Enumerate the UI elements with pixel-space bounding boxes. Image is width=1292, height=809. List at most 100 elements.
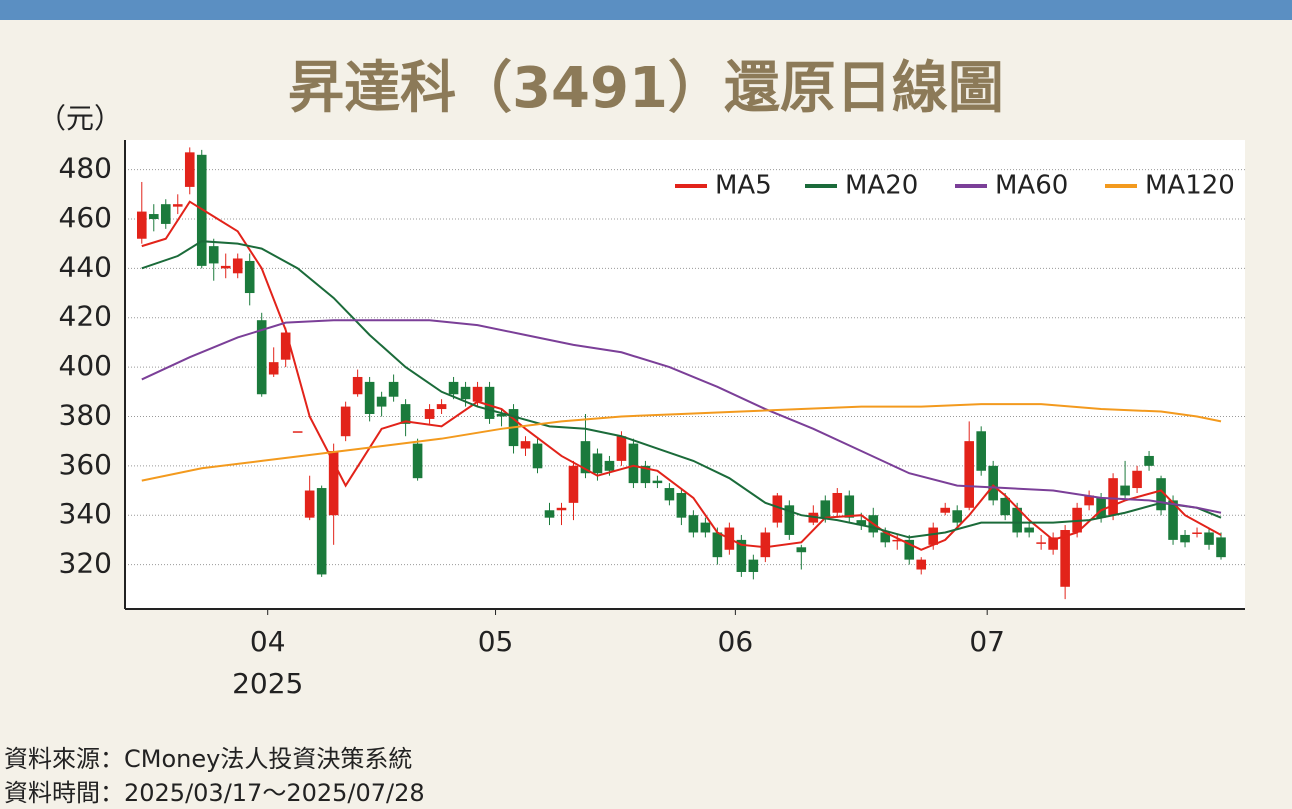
candle-body <box>436 404 447 410</box>
candle-body <box>760 532 771 558</box>
candle-body <box>964 441 974 508</box>
candle-body <box>796 547 807 553</box>
candle-body <box>280 332 291 360</box>
top-bar <box>0 0 1292 20</box>
candle-body <box>688 515 699 533</box>
legend-label: MA120 <box>1145 171 1235 201</box>
candle-body <box>328 451 339 516</box>
candle-body <box>604 460 615 471</box>
candle-body <box>220 265 231 269</box>
y-tick-label: 440 <box>59 250 112 283</box>
candle-body <box>148 214 159 219</box>
source: 資料來源：CMoney法人投資決策系統 <box>4 745 412 773</box>
ma-line <box>141 319 1222 514</box>
candle-body <box>904 539 915 560</box>
y-tick-label: 420 <box>59 300 112 333</box>
candle-body <box>460 386 471 400</box>
candle-body <box>472 386 483 402</box>
candle-body <box>1012 507 1022 533</box>
y-tick-label: 380 <box>59 398 112 431</box>
candle-body <box>844 495 855 518</box>
candle-body <box>484 386 495 419</box>
legend-label: MA5 <box>715 171 772 201</box>
candle-body <box>580 441 591 474</box>
candle-body <box>232 258 243 274</box>
candle-body <box>772 495 783 523</box>
y-axis-label: （元） <box>38 102 122 135</box>
candle-body <box>292 431 303 433</box>
candle-body <box>940 507 951 513</box>
candle-body <box>1168 500 1178 540</box>
chart-title: 昇達科（3491）還原日線圖 <box>288 56 1004 121</box>
candle-body <box>244 260 255 294</box>
candle-body <box>676 492 687 518</box>
x-tick-label: 04 <box>250 625 286 658</box>
candle-body <box>1024 527 1034 533</box>
x-tick-label: 07 <box>969 625 1005 658</box>
candle-body <box>976 431 986 471</box>
candle-body <box>1096 497 1106 518</box>
candle-body <box>1156 478 1166 511</box>
candle-body <box>1204 532 1214 545</box>
y-tick-label: 340 <box>59 497 112 530</box>
candle-body <box>700 522 711 533</box>
candle-body <box>1084 495 1094 506</box>
candle-body <box>352 376 363 395</box>
candle-body <box>1108 478 1118 516</box>
candle-body <box>256 320 267 395</box>
candle-body <box>556 507 567 511</box>
candle-body <box>424 409 435 419</box>
y-tick-label: 320 <box>59 547 112 580</box>
candle-body <box>628 443 639 484</box>
candle-body <box>532 443 543 469</box>
candle-body <box>784 505 795 535</box>
candle-body <box>340 406 351 437</box>
candle-body <box>1192 532 1202 534</box>
candle-body <box>376 396 387 407</box>
candle-body <box>172 204 183 207</box>
candle-body <box>1000 497 1010 516</box>
x-tick-label: 05 <box>478 625 514 658</box>
candle-body <box>916 559 927 570</box>
candle-body <box>1180 534 1190 543</box>
candle-body <box>1060 530 1070 587</box>
candle-body <box>832 492 843 513</box>
candle-body <box>1036 542 1046 544</box>
ma-line <box>141 240 1222 539</box>
candle-body <box>160 204 171 224</box>
candle-body <box>412 443 423 479</box>
candle-body <box>316 488 327 575</box>
candle-body <box>712 532 723 558</box>
candle-body <box>364 381 375 414</box>
candle-body <box>496 413 507 417</box>
candle-body <box>592 453 603 474</box>
candle-body <box>880 532 891 543</box>
candle-body <box>1048 537 1058 550</box>
candle-body <box>988 465 998 501</box>
candle-body <box>400 404 411 424</box>
candle-body <box>388 381 399 397</box>
candle-body <box>196 154 207 266</box>
candle-body <box>544 510 555 518</box>
candle-body <box>892 539 903 542</box>
candle-body <box>1144 455 1154 466</box>
candle-body <box>184 152 195 187</box>
candle-body <box>268 362 279 375</box>
ma-line <box>141 200 1222 551</box>
candle-body <box>952 510 963 523</box>
period: 資料時間：2025/03/17～2025/07/28 <box>4 779 425 807</box>
candle-body <box>652 480 663 484</box>
candle-body <box>664 488 675 501</box>
candle-body <box>736 539 747 572</box>
candle-body <box>568 465 579 503</box>
candle-body <box>1132 470 1142 489</box>
y-tick-label: 400 <box>59 349 112 382</box>
y-tick-label: 480 <box>59 152 112 185</box>
candle-body <box>616 436 627 461</box>
candle-body <box>448 381 459 395</box>
candle-body <box>208 246 219 264</box>
legend-label: MA20 <box>845 171 918 201</box>
candle-body <box>928 527 939 545</box>
candle-body <box>748 559 759 572</box>
